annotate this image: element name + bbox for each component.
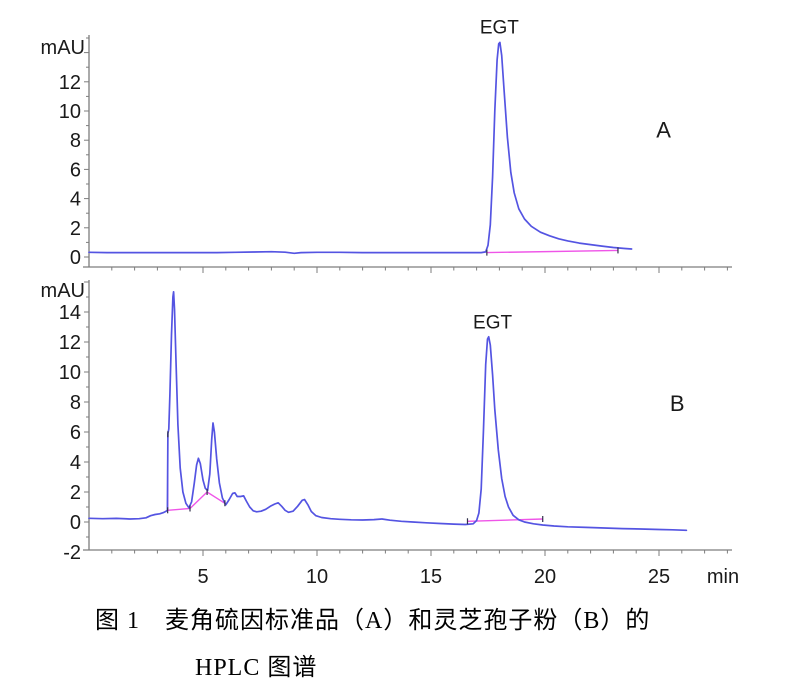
panel-B-y-tick-label: 6 (70, 422, 81, 444)
caption-line-1: 图 1 麦角硫因标准品（A）和灵芝孢子粉（B）的 (95, 608, 651, 634)
panel-B-integration-baseline (467, 518, 543, 522)
panel-B-y-tick-label: 12 (59, 332, 81, 354)
panel-A-integration-baseline (486, 249, 619, 254)
panel-B-annotation-B: B (670, 391, 685, 416)
panel-B-signal-trace (88, 290, 688, 532)
figure-caption: 图 1 麦角硫因标准品（A）和灵芝孢子粉（B）的 HPLC 图谱 (0, 600, 805, 682)
chromatogram-panel-A: 0 2 4 6 8 10 12 mAU EGT A (41, 18, 732, 273)
panel-B-y-tick-label: -2 (63, 542, 81, 564)
panel-B-x-tick-label: 5 (197, 566, 208, 588)
panel-B-x-tick-label: 15 (420, 566, 442, 588)
panel-B-x-tick-label: 10 (306, 566, 328, 588)
panel-B-x-tick-label: 25 (648, 566, 670, 588)
panel-A-signal-trace (88, 41, 633, 255)
panel-A-y-tick-label: 0 (70, 247, 81, 269)
panel-B-y-tick-label: 2 (70, 482, 81, 504)
panel-A-y-unit-label: mAU (41, 37, 85, 59)
panel-B-y-tick-label: 8 (70, 392, 81, 414)
panel-B-y-tick-label: 14 (59, 302, 81, 324)
panel-A-annotation-EGT: EGT (480, 18, 519, 39)
panel-A-y-tick-label: 12 (59, 72, 81, 94)
panel-A-y-tick-label: 10 (59, 101, 81, 123)
panel-B-y-tick-label: 0 (70, 512, 81, 534)
panel-B-integration-baseline (167, 491, 226, 511)
panel-B-y-tick-label: 10 (59, 362, 81, 384)
panel-A-annotation-A: A (656, 117, 671, 142)
panel-B-y-tick-label: 4 (70, 452, 81, 474)
panel-B-x-tick-label: 20 (534, 566, 556, 588)
panel-A-y-tick-label: 8 (70, 130, 81, 152)
caption-line-2: HPLC 图谱 (195, 655, 318, 681)
panel-A-y-tick-label: 2 (70, 218, 81, 240)
panel-B-annotation-EGT: EGT (473, 313, 512, 334)
x-axis-unit-label: min (707, 566, 739, 588)
panel-A-y-tick-label: 6 (70, 159, 81, 181)
panel-A-y-tick-label: 4 (70, 189, 81, 211)
panel-B-y-unit-label: mAU (41, 280, 85, 302)
